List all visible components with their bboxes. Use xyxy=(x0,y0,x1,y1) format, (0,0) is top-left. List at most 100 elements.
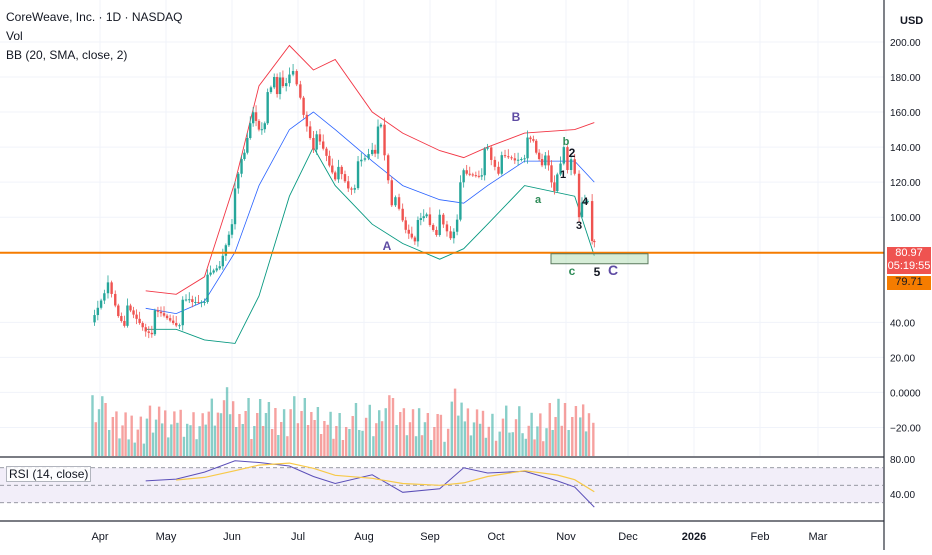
candle-body xyxy=(583,201,587,203)
candle-body xyxy=(260,129,264,131)
volume-bar xyxy=(524,438,528,456)
candle-body xyxy=(425,214,428,217)
time-label: Dec xyxy=(618,531,638,543)
volume-bar xyxy=(481,410,485,456)
candle-body xyxy=(333,172,337,180)
candle-body xyxy=(465,170,468,174)
time-label: Oct xyxy=(487,531,504,543)
candle-body xyxy=(299,84,302,98)
symbol-legend[interactable]: CoreWeave, Inc. · 1D · NASDAQ xyxy=(6,10,183,24)
volume-bar xyxy=(231,401,235,456)
candle-body xyxy=(360,159,363,162)
volume-bar xyxy=(170,424,173,456)
candle-body xyxy=(532,139,535,141)
rsi-legend[interactable]: RSI (14, close) xyxy=(6,466,92,482)
volume-bar xyxy=(179,409,182,456)
price-tick-label: 20.00 xyxy=(890,353,915,364)
candle-body xyxy=(322,141,325,149)
candle-body xyxy=(486,147,489,149)
candle-body xyxy=(413,237,417,242)
candle-body xyxy=(547,155,550,166)
currency-label: USD xyxy=(900,15,923,27)
volume-bar xyxy=(348,429,351,456)
candle-body xyxy=(141,323,144,328)
volume-bar xyxy=(176,422,179,456)
volume-bar xyxy=(494,440,498,456)
candle-body xyxy=(459,182,462,220)
volume-bar xyxy=(375,423,378,456)
volume-legend[interactable]: Vol xyxy=(6,29,23,43)
volume-bar xyxy=(277,435,280,456)
candle-body xyxy=(540,159,544,166)
volume-bar xyxy=(548,403,551,456)
volume-bar xyxy=(463,421,467,456)
volume-bar xyxy=(417,408,421,456)
rsi-pane-bg xyxy=(0,460,884,520)
candle-body xyxy=(556,174,559,192)
time-label: Aug xyxy=(354,531,374,543)
candle-body xyxy=(331,165,334,173)
candle-body xyxy=(529,137,532,140)
candle-body xyxy=(404,220,407,230)
volume-bar xyxy=(414,436,418,456)
candle-body xyxy=(257,120,261,130)
time-label: Apr xyxy=(91,531,108,543)
volume-bar xyxy=(450,401,453,456)
volume-bar xyxy=(118,438,121,456)
candle-body xyxy=(203,302,206,304)
candle-body xyxy=(305,114,309,127)
volume-bar xyxy=(557,398,560,456)
volume-bar xyxy=(491,413,494,456)
candle-body xyxy=(445,224,449,232)
candle-body xyxy=(278,77,282,95)
bollinger-legend[interactable]: BB (20, SMA, close, 2) xyxy=(6,48,128,62)
candle-body xyxy=(419,218,423,220)
volume-bar xyxy=(133,442,136,456)
volume-bar xyxy=(244,411,247,456)
volume-bar xyxy=(142,443,146,456)
volume-bar xyxy=(235,427,238,456)
candle-body xyxy=(263,123,266,130)
candle-body xyxy=(513,158,517,161)
bollinger-upper-line xyxy=(145,44,595,295)
candle-body xyxy=(123,320,126,326)
volume-bar xyxy=(151,432,155,456)
price-tick-label: 160.00 xyxy=(890,108,921,119)
wave-label-3: 3 xyxy=(576,220,582,232)
candle-body xyxy=(590,201,594,242)
volume-bar xyxy=(527,425,530,456)
volume-bar xyxy=(319,434,323,456)
candle-body xyxy=(288,74,291,84)
volume-bar xyxy=(306,425,310,456)
volume-bar xyxy=(201,413,204,456)
volume-bar xyxy=(204,424,207,456)
price-tick-label: 100.00 xyxy=(890,213,921,224)
volume-bar xyxy=(475,409,479,456)
volume-bar xyxy=(584,431,588,456)
volume-bar xyxy=(256,413,259,456)
candle-body xyxy=(474,175,478,177)
volume-bar xyxy=(581,404,585,456)
price-tick-label: −20.00 xyxy=(890,423,921,434)
volume-bar xyxy=(293,396,296,456)
candle-body xyxy=(573,159,576,174)
volume-bar xyxy=(195,439,198,456)
candle-body xyxy=(480,175,484,177)
candle-body xyxy=(401,208,404,221)
volume-bar xyxy=(136,429,139,456)
volume-bar xyxy=(270,429,274,456)
price-axis-bg xyxy=(885,0,932,550)
volume-bar xyxy=(139,416,143,456)
volume-bar xyxy=(250,439,253,456)
volume-bar xyxy=(111,417,115,456)
candle-body xyxy=(569,159,573,170)
volume-bar xyxy=(258,399,262,456)
candle-body xyxy=(171,320,175,324)
volume-bar xyxy=(341,440,345,456)
time-label: Feb xyxy=(751,531,770,543)
volume-bar xyxy=(130,415,133,456)
volume-bar xyxy=(313,420,316,456)
candle-body xyxy=(249,123,252,138)
